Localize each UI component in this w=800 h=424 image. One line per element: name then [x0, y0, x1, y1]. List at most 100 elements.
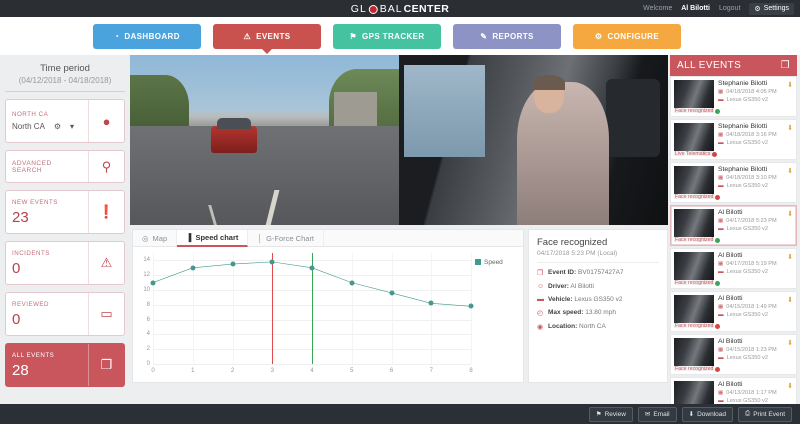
- export-icon[interactable]: ❐: [780, 60, 790, 71]
- legend-swatch-speed: [475, 259, 481, 265]
- gear-icon[interactable]: ⚙: [53, 122, 62, 131]
- download-icon[interactable]: ⬇: [787, 254, 793, 261]
- download-icon[interactable]: ⬇: [787, 82, 793, 89]
- event-marker-red[interactable]: [272, 253, 274, 364]
- detail-row-text: Max speed: 13.80 mph: [548, 309, 616, 316]
- event-thumbnail[interactable]: [674, 295, 714, 328]
- speedometer-icon: ◴: [537, 310, 544, 317]
- detail-row-eventid: ❐ Event ID: BV01757427A7: [537, 269, 659, 277]
- advanced-search-card[interactable]: ADVANCED SEARCH ⚲: [5, 150, 125, 183]
- event-datetime: ▦ 04/18/2018 4:05 PM: [718, 89, 777, 95]
- warning-triangle-icon: ⚠: [243, 31, 252, 41]
- event-list-item[interactable]: Al Bilotti ▦ 04/15/2018 1:49 PM ▬ Lexus GS35…: [670, 291, 797, 332]
- sidebar-stat-all-events[interactable]: ALL EVENTS 28 ❐: [5, 343, 125, 387]
- event-thumbnail[interactable]: [674, 209, 714, 242]
- event-tag-status-dot: [715, 323, 721, 329]
- chart-x-axis: 0 1 2 3 4 5 6 7 8: [151, 368, 472, 380]
- stat-label: NEW EVENTS: [12, 198, 58, 206]
- region-selected-value: North CA: [12, 122, 45, 131]
- y-tick-label: 12: [143, 272, 150, 279]
- event-thumbnail[interactable]: [674, 123, 714, 156]
- events-panel-title: ALL EVENTS: [677, 60, 742, 71]
- thumbnail-image: [674, 123, 714, 156]
- footer-button-email[interactable]: ✉ Email: [637, 406, 677, 422]
- driver-icon: ☺: [537, 283, 545, 290]
- nav-button-reports[interactable]: ✎ REPORTS: [453, 23, 561, 49]
- event-list-item[interactable]: Al Bilotti ▦ 04/15/2018 1:23 PM ▬ Lexus GS35…: [670, 334, 797, 375]
- video-front-camera[interactable]: [130, 55, 399, 225]
- nav-button-dashboard[interactable]: ◔ DASHBOARD: [93, 23, 201, 49]
- chart-tab-speed-chart[interactable]: ▐ Speed chart: [177, 230, 249, 247]
- region-card-body: NORTH CA North CA ⚙ ▾: [6, 100, 88, 142]
- event-list-item[interactable]: Stephanie Bilotti ▦ 04/18/2018 4:05 PM ▬ Lex…: [670, 76, 797, 117]
- event-list-item[interactable]: Stephanie Bilotti ▦ 04/18/2018 3:16 PM ▬ Lex…: [670, 119, 797, 160]
- detail-timestamp: 04/17/2018 5:23 PM (Local): [537, 250, 659, 263]
- download-icon[interactable]: ⬇: [787, 340, 793, 347]
- time-period-range[interactable]: (04/12/2018 - 04/18/2018): [18, 76, 112, 85]
- footer-button-review[interactable]: ⚑ Review: [588, 406, 633, 422]
- event-list-item[interactable]: Al Bilotti ▦ 04/17/2018 5:23 PM ▬ Lexus GS35…: [670, 205, 797, 246]
- chart-row: ◎ Map ▐ Speed chart │ G-Force Chart 0 2 4 6 8 10 12…: [130, 229, 668, 383]
- grid-line-v: [391, 253, 393, 364]
- stat-body: NEW EVENTS 23: [6, 191, 88, 233]
- footer-button-print-event[interactable]: ⎙ Print Event: [738, 406, 792, 422]
- events-list[interactable]: Stephanie Bilotti ▦ 04/18/2018 4:05 PM ▬ Lex…: [670, 76, 797, 424]
- download-icon: ⬇: [688, 411, 695, 418]
- globe-icon: [368, 5, 378, 14]
- detail-row-location: ◉ Location: North CA: [537, 323, 659, 331]
- download-icon[interactable]: ⬇: [787, 383, 793, 390]
- video-cabin-camera[interactable]: [399, 55, 668, 225]
- event-thumbnail[interactable]: [674, 338, 714, 371]
- dashboard-icon: ◔: [114, 31, 120, 41]
- bar-chart-icon: ▐: [186, 233, 192, 242]
- chart-data-point[interactable]: [468, 303, 474, 309]
- events-panel: ALL EVENTS ❐ Stephanie Bilotti ▦ 04/18/201…: [670, 55, 800, 424]
- event-thumbnail[interactable]: [674, 80, 714, 113]
- event-list-item[interactable]: Al Bilotti ▦ 04/17/2018 5:19 PM ▬ Lexus GS35…: [670, 248, 797, 289]
- logout-link[interactable]: Logout: [719, 5, 741, 12]
- download-icon[interactable]: ⬇: [787, 211, 793, 218]
- region-select[interactable]: North CA ⚙ ▾: [12, 122, 82, 131]
- detail-row-driver: ☺ Driver: Al Bilotti: [537, 283, 659, 290]
- event-driver-name: Al Bilotti: [718, 252, 743, 259]
- download-icon[interactable]: ⬇: [787, 125, 793, 132]
- stat-label: ALL EVENTS: [12, 351, 55, 359]
- car-icon: ▬: [537, 296, 544, 303]
- event-vehicle: ▬ Lexus GS350 v2: [718, 355, 768, 361]
- nav-button-configure[interactable]: ⚙ CONFIGURE: [573, 23, 681, 49]
- footer-button-download[interactable]: ⬇ Download: [681, 406, 733, 422]
- event-tag: Face recognized: [674, 366, 722, 372]
- chart-tab-map[interactable]: ◎ Map: [133, 230, 178, 246]
- search-icon[interactable]: ⚲: [88, 151, 124, 182]
- event-marker-green[interactable]: [312, 253, 313, 364]
- region-card[interactable]: NORTH CA North CA ⚙ ▾ ●: [5, 99, 125, 143]
- grid-line-h: [153, 364, 471, 365]
- event-thumbnail[interactable]: [674, 166, 714, 199]
- download-icon[interactable]: ⬇: [787, 168, 793, 175]
- event-tag: Face recognized: [674, 194, 722, 200]
- chart-legend: Speed: [475, 253, 519, 380]
- event-vehicle: ▬ Lexus GS350 v2: [718, 269, 768, 275]
- event-list-item[interactable]: Stephanie Bilotti ▦ 04/18/2018 3:10 PM ▬ Lex…: [670, 162, 797, 203]
- event-thumbnail[interactable]: [674, 252, 714, 285]
- chart-tab-g-force-chart[interactable]: │ G-Force Chart: [248, 230, 325, 246]
- event-driver-name: Stephanie Bilotti: [718, 123, 768, 130]
- sidebar-stat-reviewed[interactable]: REVIEWED 0 ▭: [5, 292, 125, 336]
- x-tick-label: 5: [350, 368, 354, 374]
- video-player[interactable]: ▶ 🔊 4:03 1x ⛶: [0, 55, 800, 424]
- chevron-down-icon[interactable]: ▾: [69, 122, 74, 131]
- sidebar-stat-incidents[interactable]: INCIDENTS 0 ⚠: [5, 241, 125, 285]
- nav-button-events[interactable]: ⚠ EVENTS: [213, 23, 321, 54]
- y-tick-label: 10: [143, 286, 150, 293]
- map-marker-icon: ●: [88, 100, 124, 142]
- event-datetime: ▦ 04/17/2018 5:23 PM: [718, 218, 777, 224]
- download-icon[interactable]: ⬇: [787, 297, 793, 304]
- road: [130, 126, 399, 225]
- x-tick-label: 7: [429, 368, 433, 374]
- nav-button-gps-tracker[interactable]: ⚑ GPS TRACKER: [333, 23, 441, 49]
- event-datetime: ▦ 04/18/2018 3:10 PM: [718, 175, 777, 181]
- detail-row-vehicle: ▬ Vehicle: Lexus GS350 v2: [537, 296, 659, 303]
- sidebar-stat-new-events[interactable]: NEW EVENTS 23 ❗: [5, 190, 125, 234]
- settings-button[interactable]: ⚙ Settings: [749, 2, 794, 15]
